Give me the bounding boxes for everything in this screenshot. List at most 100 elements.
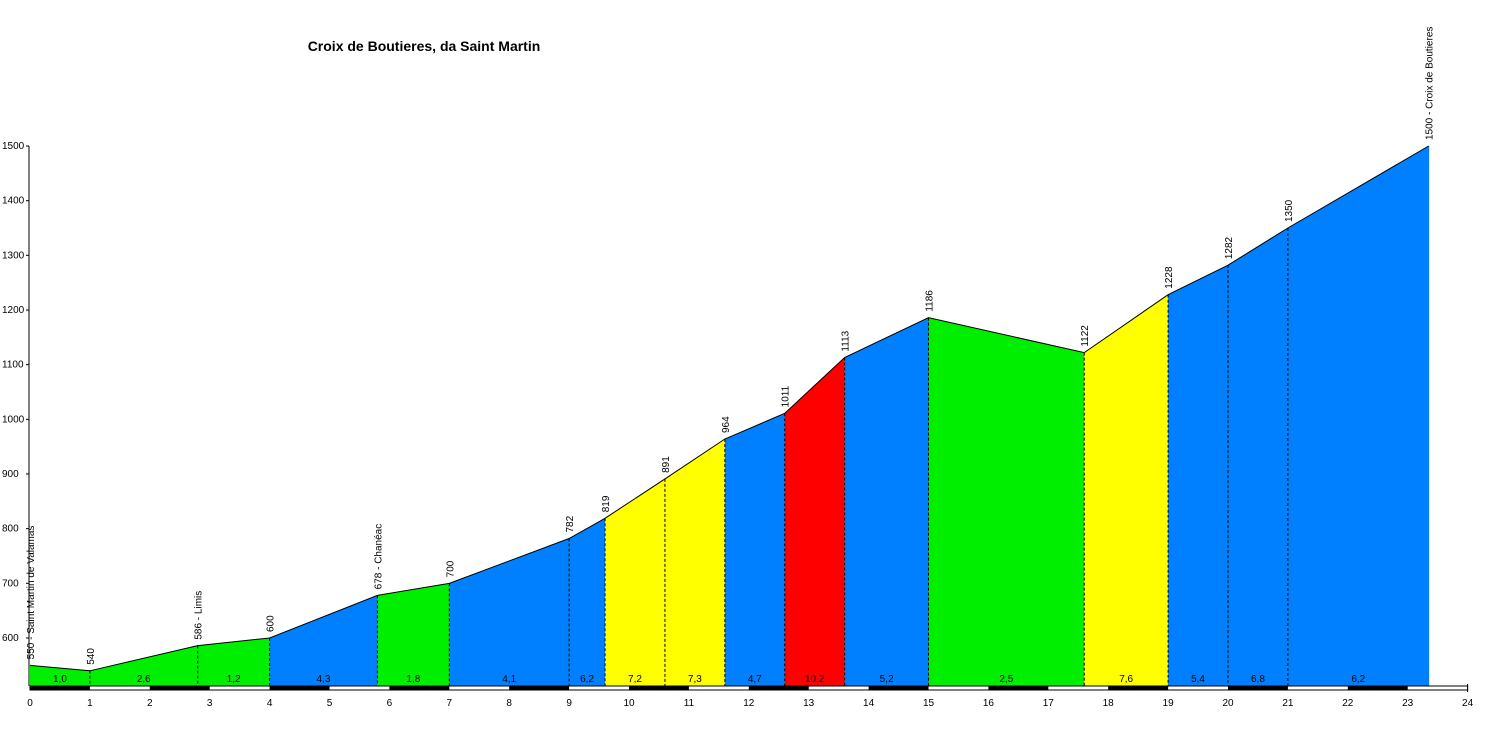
elevation-label: 540 xyxy=(86,648,97,665)
x-tick-label: 8 xyxy=(506,698,512,709)
gradient-label: 2,6 xyxy=(137,674,151,685)
x-tick-label: 1 xyxy=(87,698,93,709)
profile-segment xyxy=(724,413,785,686)
gradient-label: 7,3 xyxy=(688,674,702,685)
x-tick-label: 23 xyxy=(1402,698,1414,709)
segment-dividers xyxy=(89,146,1430,686)
x-tick-label: 10 xyxy=(623,698,635,709)
y-tick-label: 1000 xyxy=(2,414,25,425)
x-tick-label: 14 xyxy=(863,698,875,709)
x-tick-label: 0 xyxy=(27,698,33,709)
y-tick-label: 1400 xyxy=(2,196,25,207)
profile-outline xyxy=(29,145,1429,672)
x-tick-label: 5 xyxy=(327,698,333,709)
scale-bar-block xyxy=(30,686,90,690)
x-tick-label: 9 xyxy=(566,698,572,709)
profile-segment xyxy=(664,439,725,686)
x-tick-label: 22 xyxy=(1342,698,1354,709)
scale-bar-block xyxy=(509,686,570,690)
x-tick-label: 11 xyxy=(684,698,695,709)
x-tick-label: 2 xyxy=(147,698,153,709)
profile-line xyxy=(29,145,1429,672)
y-tick-label: 900 xyxy=(2,469,19,480)
scale-bar-block xyxy=(389,686,450,690)
x-tick-label: 4 xyxy=(267,698,273,709)
scale-bar-block xyxy=(1228,686,1288,690)
gradient-labels: 1,0 2,6 1,2 4,3 1,8 4,1 6,2 7,2 7,3 4,7 10,2 5,2 2,5… xyxy=(53,674,1366,685)
elevation-label: 700 xyxy=(445,560,456,577)
x-tick-label: 17 xyxy=(1043,698,1055,709)
elevation-label: 1186 xyxy=(925,290,936,312)
elevation-label: 964 xyxy=(721,416,732,433)
gradient-label: 1,2 xyxy=(227,674,241,685)
elevation-label: 1122 xyxy=(1080,325,1091,347)
profile-segment xyxy=(605,478,665,686)
scale-bar-block xyxy=(149,686,210,690)
elevation-label: 678 - Chanéac xyxy=(373,524,384,590)
scale-bar-block xyxy=(629,686,689,690)
scale-bar-block xyxy=(988,686,1049,690)
scale-bar-block xyxy=(868,686,929,690)
gradient-label: 10,2 xyxy=(805,674,825,685)
x-tick-label: 19 xyxy=(1163,698,1175,709)
profile-segment xyxy=(569,518,606,686)
elevation-label: 1500 - Croix de Boutieres xyxy=(1425,27,1436,140)
gradient-label: 1,0 xyxy=(53,674,67,685)
x-tick-label: 18 xyxy=(1103,698,1115,709)
scale-bar-block xyxy=(748,686,809,690)
profile-segment xyxy=(269,595,378,686)
x-tick-label: 3 xyxy=(207,698,213,709)
y-tick-label: 600 xyxy=(2,633,19,644)
elevation-labels: 550 - Saint Martin de Valamas 540 586 - Li… xyxy=(26,27,1436,665)
elevation-label: 586 - Limis xyxy=(194,591,205,640)
distance-scale-bar xyxy=(29,684,1469,692)
gradient-label: 7,6 xyxy=(1119,674,1133,685)
elevation-label: 1011 xyxy=(781,385,792,407)
profile-segment xyxy=(449,538,570,686)
profile-segment xyxy=(1084,294,1169,686)
gradient-label: 1,8 xyxy=(406,674,420,685)
scale-bar-block xyxy=(1108,686,1169,690)
y-tick-label: 1100 xyxy=(2,360,24,371)
chart-title: Croix de Boutieres, da Saint Martin xyxy=(308,38,541,54)
x-tick-label: 6 xyxy=(387,698,393,709)
gradient-label: 5,2 xyxy=(880,674,894,685)
profile-segment xyxy=(784,357,845,686)
elevation-label: 782 xyxy=(565,515,576,532)
profile-segment xyxy=(30,665,90,686)
x-tick-label: 20 xyxy=(1222,698,1234,709)
gradient-label: 6,2 xyxy=(1351,674,1365,685)
elevation-label: 1282 xyxy=(1224,236,1235,259)
x-tick-label: 13 xyxy=(803,698,815,709)
y-tick-label: 1500 xyxy=(2,141,25,152)
x-tick-label: 24 xyxy=(1462,698,1474,709)
elevation-label: 600 xyxy=(266,615,277,632)
elevation-label: 819 xyxy=(601,495,612,512)
gradient-label: 7,2 xyxy=(628,674,642,685)
y-tick-label: 1200 xyxy=(2,305,25,316)
scale-bar-block xyxy=(1347,686,1408,690)
x-tick-label: 12 xyxy=(743,698,755,709)
profile-areas xyxy=(30,146,1429,686)
x-tick-label: 7 xyxy=(447,698,453,709)
profile-segment xyxy=(844,317,929,686)
elevation-label: 550 - Saint Martin de Valamas xyxy=(26,526,37,660)
gradient-label: 4,3 xyxy=(317,674,331,685)
x-tick-label: 16 xyxy=(983,698,995,709)
elevation-label: 1228 xyxy=(1164,266,1175,289)
elevation-label: 1113 xyxy=(841,330,852,351)
elevation-label: 1350 xyxy=(1284,199,1295,222)
profile-segment xyxy=(1287,146,1429,686)
profile-segment xyxy=(1168,265,1228,686)
y-tick-label: 1300 xyxy=(2,250,25,261)
x-tick-label: 15 xyxy=(923,698,935,709)
profile-segment xyxy=(1228,228,1288,686)
profile-segment xyxy=(89,645,198,686)
gradient-label: 6,2 xyxy=(580,674,594,685)
gradient-label: 6,8 xyxy=(1251,674,1265,685)
y-tick-label: 800 xyxy=(2,524,19,535)
y-tick-label: 700 xyxy=(2,578,19,589)
gradient-label: 2,5 xyxy=(999,674,1013,685)
